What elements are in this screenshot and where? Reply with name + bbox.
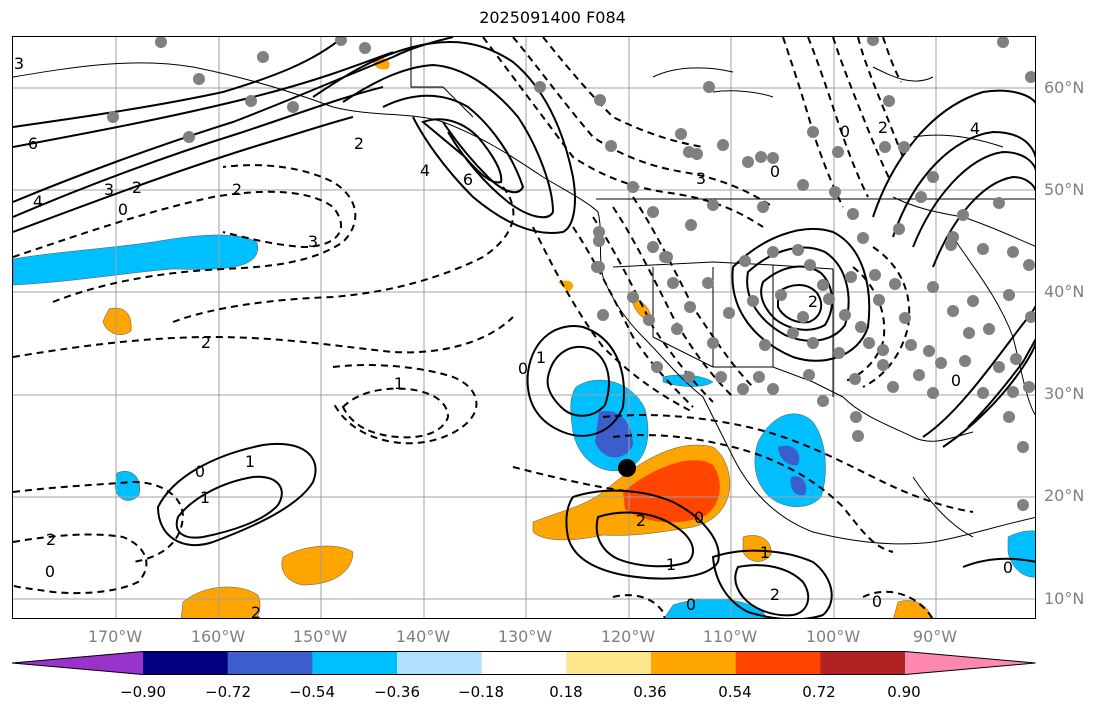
contour-label: 2 [251, 603, 261, 619]
lon-label: 170°W [87, 627, 143, 646]
map-canvas: 3 6 4 3 2 0 2 4 6 2 3 2 1 0 1 0 1 1 0 2 … [13, 37, 1035, 619]
colorbar-tick-label: 0.54 [718, 683, 752, 701]
contour-label: 1 [760, 543, 770, 562]
contour-label: 2 [636, 511, 646, 530]
lon-label: 140°W [395, 627, 451, 646]
colorbar-tick-label: −0.18 [458, 683, 504, 701]
colorbar-segment [481, 651, 567, 675]
station-markers [107, 37, 1035, 511]
lon-label: 160°W [190, 627, 246, 646]
contour-label: 3 [308, 232, 318, 251]
contour-label: 0 [686, 595, 696, 614]
colorbar-tick-label: 0.36 [633, 683, 667, 701]
contour-label: 2 [808, 292, 818, 311]
lon-label: 130°W [497, 627, 553, 646]
lat-label: 60°N [1044, 78, 1085, 97]
contours-dashed [13, 37, 974, 618]
contour-label: 1 [666, 555, 676, 574]
colorbar-max-extend [905, 651, 1036, 675]
contour-label: 6 [28, 134, 38, 153]
lat-label: 10°N [1044, 589, 1085, 608]
contour-label: 0 [45, 562, 55, 581]
contour-label: 2 [201, 333, 211, 352]
map-panel: 3 6 4 3 2 0 2 4 6 2 3 2 1 0 1 0 1 1 0 2 … [12, 36, 1036, 619]
contour-label: 3 [104, 180, 114, 199]
colorbar-tick-label: −0.90 [120, 683, 166, 701]
contour-label: 0 [872, 592, 882, 611]
colorbar-tick-label: 0.90 [887, 683, 921, 701]
contour-label: 1 [394, 374, 404, 393]
colorbar-outline [12, 651, 1036, 675]
contour-label: 0 [195, 462, 205, 481]
contour-label: 2 [132, 178, 142, 197]
lat-label: 50°N [1044, 180, 1085, 199]
contour-label: 0 [840, 122, 850, 141]
colorbar-segment [651, 651, 737, 675]
contour-label: 3 [14, 54, 24, 73]
contour-label: 1 [536, 348, 546, 367]
contour-label: 1 [200, 488, 210, 507]
contour-label: 0 [951, 371, 961, 390]
colorbar-tick-label: 0.72 [802, 683, 836, 701]
graticule [13, 37, 1035, 618]
colorbar-min-extend [12, 651, 143, 675]
contour-label: 4 [420, 161, 430, 180]
contour-label: 0 [770, 162, 780, 181]
colorbar-tick-label: −0.54 [289, 683, 335, 701]
contour-label: 0 [518, 359, 528, 378]
colorbar-tick-label: −0.36 [374, 683, 420, 701]
contour-label: 0 [1003, 558, 1013, 577]
colorbar-segment [566, 651, 652, 675]
lon-label: 120°W [600, 627, 656, 646]
map-title: 2025091400 F084 [479, 8, 626, 27]
lat-label: 20°N [1044, 486, 1085, 505]
contour-label: 3 [696, 169, 706, 188]
colorbar-segment [397, 651, 483, 675]
contour-label: 6 [463, 170, 473, 189]
lon-label: 150°W [292, 627, 348, 646]
colorbar-segment [227, 651, 313, 675]
contour-label: 2 [46, 530, 56, 549]
contour-label: 4 [33, 192, 43, 211]
colorbar-segment [820, 651, 906, 675]
colorbar-segment [735, 651, 821, 675]
contour-label: 2 [878, 118, 888, 137]
contour-label: 1 [245, 452, 255, 471]
contour-label: 2 [232, 180, 242, 199]
colorbar-segment [143, 651, 229, 675]
colorbar [12, 651, 1036, 675]
contour-labels: 3 6 4 3 2 0 2 4 6 2 3 2 1 0 1 0 1 1 0 2 … [14, 54, 1013, 619]
contour-label: 0 [118, 200, 128, 219]
contour-label: 2 [354, 134, 364, 153]
contours-solid [13, 37, 1035, 618]
coastlines [13, 37, 1035, 545]
lat-label: 30°N [1044, 384, 1085, 403]
storm-center-marker [618, 459, 636, 477]
colorbar-tick-label: 0.18 [549, 683, 583, 701]
lon-label: 100°W [805, 627, 861, 646]
lat-label: 40°N [1044, 282, 1085, 301]
lon-label: 110°W [702, 627, 758, 646]
colorbar-tick-label: −0.72 [205, 683, 251, 701]
contour-label: 0 [694, 508, 704, 527]
lon-label: 90°W [912, 627, 958, 646]
contour-label: 4 [970, 119, 980, 138]
colorbar-segment [312, 651, 398, 675]
contour-label: 2 [770, 585, 780, 604]
